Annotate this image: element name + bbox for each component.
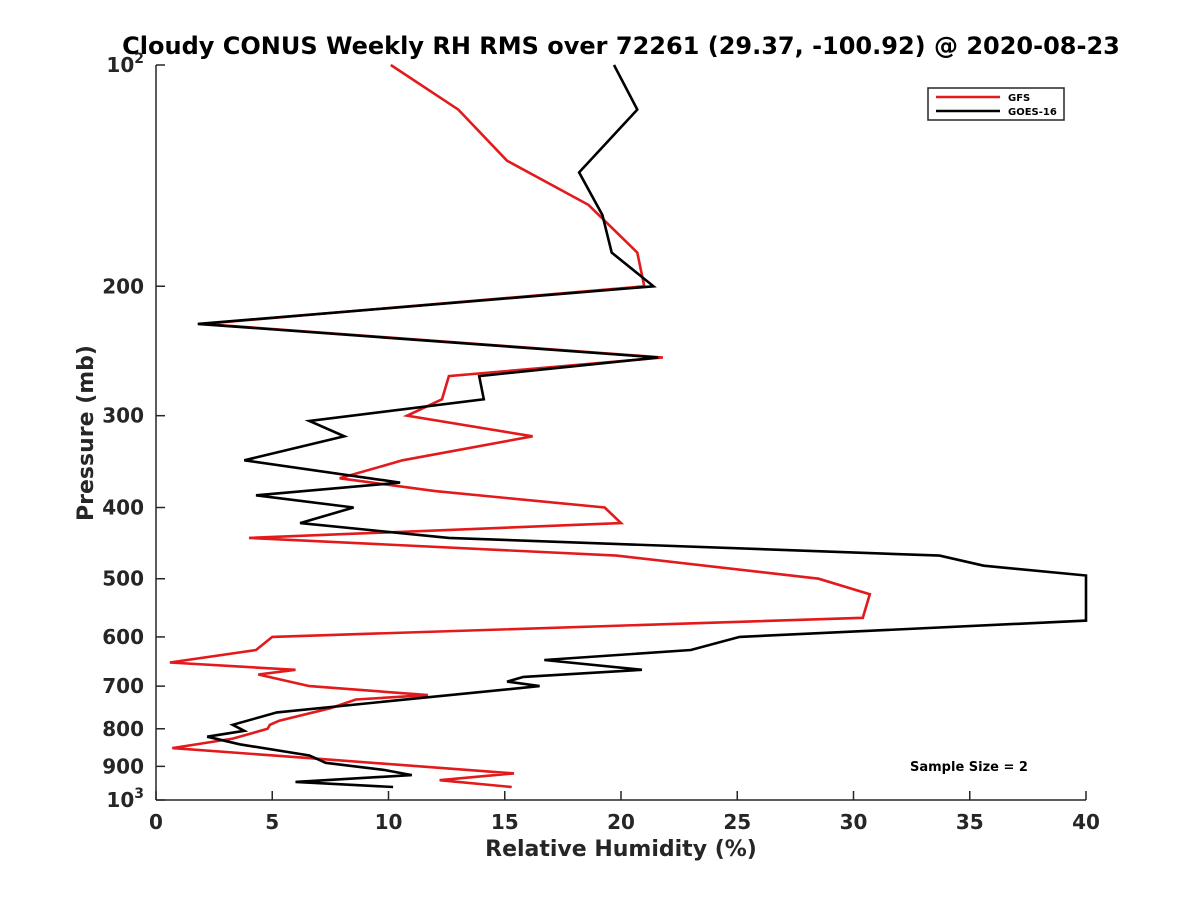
y-tick-label-0: 102 (106, 51, 144, 77)
x-tick-label-4: 20 (607, 810, 635, 834)
y-tick-label-9: 103 (106, 786, 144, 812)
x-tick-label-2: 10 (375, 810, 403, 834)
y-tick-label-2: 300 (102, 404, 144, 428)
x-tick-label-5: 25 (723, 810, 751, 834)
series-lines (169, 63, 1088, 789)
y-tick-label-7: 800 (102, 717, 144, 741)
y-tick-label-8: 900 (102, 754, 144, 778)
x-axis-label: Relative Humidity (%) (485, 837, 757, 862)
series-line-goes-16 (197, 64, 1088, 789)
y-axis-ticks: 102 200 300 400 500 600 700 800 900 103 (102, 51, 165, 812)
x-tick-label-1: 5 (265, 810, 279, 834)
chart-title: Cloudy CONUS Weekly RH RMS over 72261 (2… (122, 32, 1120, 60)
legend-box (927, 87, 1065, 121)
sample-size-annotation: Sample Size = 2 (910, 760, 1028, 775)
y-tick-label-5: 600 (102, 625, 144, 649)
x-tick-label-8: 40 (1072, 810, 1100, 834)
legend-label-gfs: GFS (1008, 93, 1030, 104)
x-tick-label-6: 30 (840, 810, 868, 834)
x-tick-label-7: 35 (956, 810, 984, 834)
y-tick-label-6: 700 (102, 674, 144, 698)
x-axis-ticks: 0 5 10 15 20 25 30 35 40 (149, 791, 1100, 834)
y-tick-label-1: 200 (102, 274, 144, 298)
y-tick-label-3: 400 (102, 496, 144, 520)
y-axis-label: Pressure (mb) (74, 345, 99, 521)
x-tick-label-3: 15 (491, 810, 519, 834)
y-tick-label-4: 500 (102, 567, 144, 591)
legend: GFS GOES-16 (927, 87, 1065, 121)
legend-label-goes16: GOES-16 (1008, 107, 1057, 118)
x-tick-label-0: 0 (149, 810, 163, 834)
